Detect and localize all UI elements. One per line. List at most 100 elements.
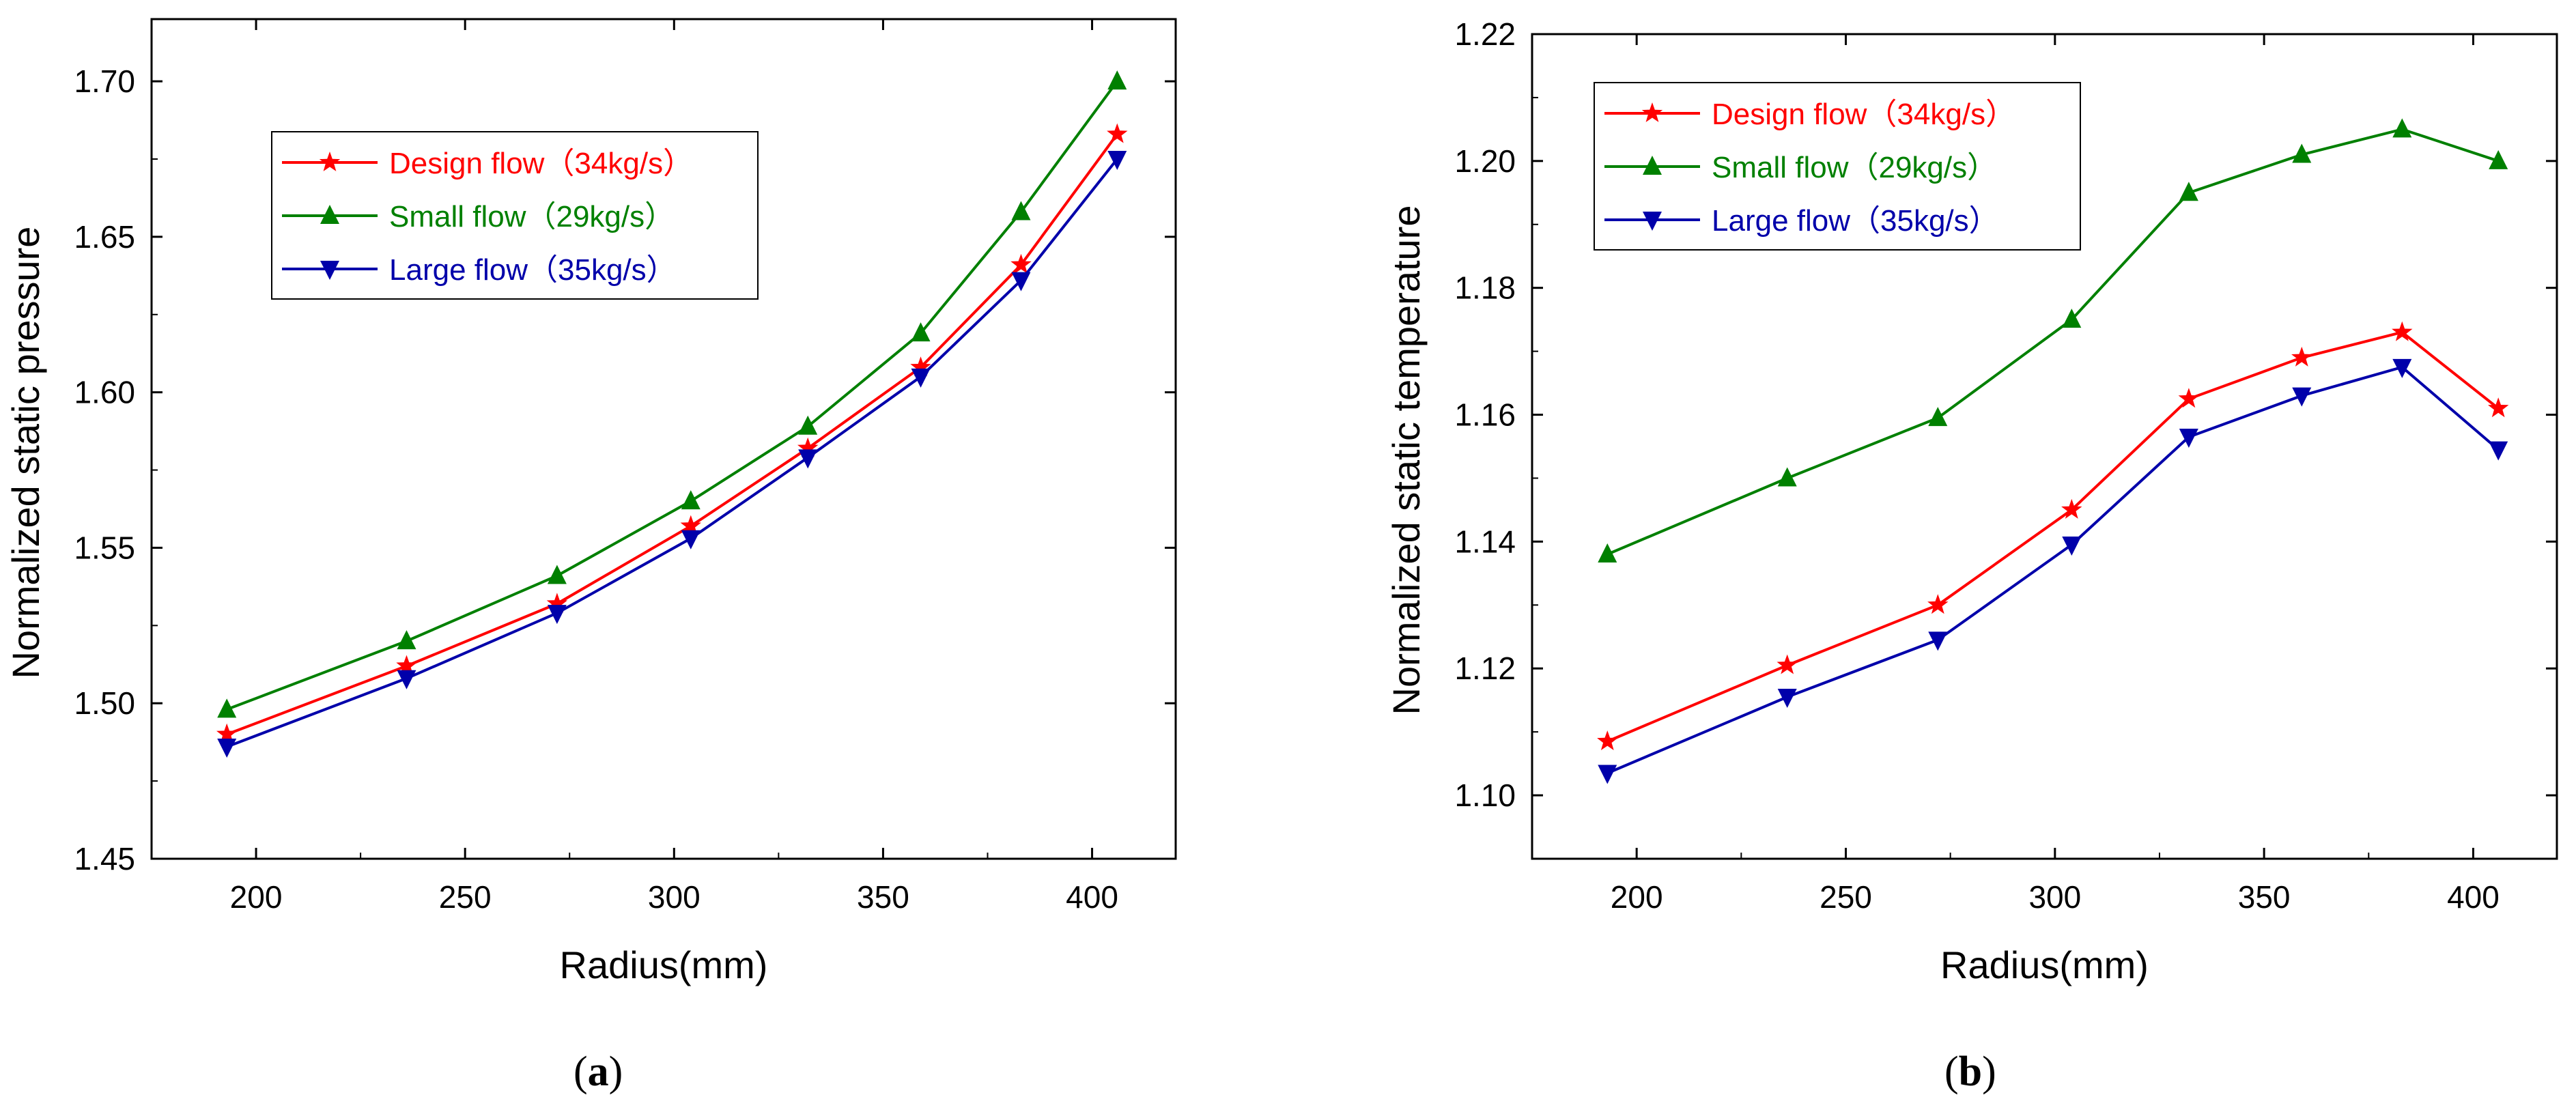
y-tick-label: 1.10: [1454, 778, 1516, 813]
legend-marker: [1643, 156, 1662, 175]
series-1: [217, 70, 1127, 718]
data-point: [2392, 321, 2413, 341]
legend-entry: Design flow（34kg/s）: [389, 147, 693, 180]
x-tick-label: 200: [230, 879, 283, 915]
series-2: [1598, 358, 2508, 784]
legend-marker: [1641, 102, 1663, 122]
legend-entry: Small flow（29kg/s）: [1712, 151, 1997, 184]
data-point: [1777, 467, 1797, 487]
data-point: [1011, 201, 1031, 220]
y-tick-label: 1.22: [1454, 16, 1516, 52]
data-point: [1107, 70, 1127, 90]
data-point: [2062, 309, 2082, 328]
data-point: [1928, 407, 1948, 427]
legend-entry: Design flow（34kg/s）: [1712, 98, 2015, 131]
series-0: [1597, 321, 2509, 750]
x-tick-label: 200: [1611, 879, 1663, 915]
x-tick-label: 400: [2447, 879, 2500, 915]
data-point: [2392, 358, 2412, 378]
y-tick-label: 1.55: [74, 530, 135, 565]
data-point: [2179, 182, 2198, 201]
x-axis-label: Radius(mm): [1940, 943, 2149, 986]
series-line: [1607, 365, 2500, 775]
legend-entry: Large flow（35kg/s）: [389, 253, 677, 287]
legend-box: [1594, 82, 2081, 251]
data-point: [396, 655, 417, 675]
legend-entry: Small flow（29kg/s）: [389, 200, 675, 233]
data-point: [911, 322, 931, 342]
data-point: [1597, 730, 1618, 750]
data-point: [1011, 272, 1031, 291]
data-point: [798, 449, 818, 469]
x-tick-label: 300: [2028, 879, 2081, 915]
y-tick-label: 1.60: [74, 375, 135, 410]
data-point: [2489, 441, 2508, 461]
y-tick-label: 1.45: [74, 841, 135, 876]
data-point: [2179, 429, 2198, 448]
data-point: [217, 739, 237, 758]
y-axis-label: Normalized static temperature: [1385, 205, 1428, 715]
data-point: [1777, 654, 1798, 674]
legend: Design flow（34kg/s） Small flow（29kg/s） Lar…: [271, 131, 759, 300]
series-1: [1598, 118, 2508, 562]
y-tick-label: 1.50: [74, 685, 135, 721]
data-point: [1107, 151, 1127, 170]
data-point: [1928, 631, 1948, 651]
y-tick-label: 1.65: [74, 219, 135, 255]
legend-marker: [319, 152, 341, 171]
x-tick-label: 250: [439, 879, 492, 915]
data-point: [547, 605, 567, 625]
legend: Design flow（34kg/s） Small flow（29kg/s） Lar…: [1594, 82, 2081, 251]
x-tick-label: 350: [2238, 879, 2291, 915]
chart-panel-a: 200 250 300 350 400 1.45 1.50 1.55 1.60 1.65 1.70 R…: [4, 18, 1177, 986]
data-point: [397, 630, 416, 650]
data-point: [1107, 123, 1128, 143]
data-point: [1598, 543, 1617, 562]
x-tick-label: 300: [648, 879, 700, 915]
x-tick-label: 250: [1820, 879, 1872, 915]
y-tick-label: 1.12: [1454, 651, 1516, 686]
data-point: [547, 565, 567, 584]
data-point: [2489, 149, 2508, 169]
panel-label-b: (b): [1944, 1049, 1996, 1095]
data-point: [680, 515, 701, 535]
data-point: [911, 368, 931, 388]
data-point: [910, 356, 931, 377]
series-line: [226, 158, 1118, 748]
data-point: [2292, 143, 2312, 163]
data-point: [217, 698, 237, 718]
data-point: [2291, 346, 2312, 367]
y-tick-label: 1.14: [1454, 524, 1516, 559]
data-point: [1598, 765, 1617, 784]
y-tick-label: 1.18: [1454, 270, 1516, 306]
data-point: [1777, 689, 1797, 709]
series-2: [217, 151, 1127, 758]
data-point: [681, 530, 700, 550]
legend-entry: Large flow（35kg/s）: [1712, 204, 1999, 238]
plot-frame: [150, 18, 1177, 860]
data-point: [2062, 537, 2082, 556]
series-line: [226, 133, 1118, 736]
y-axis-label: Normalized static pressure: [4, 227, 47, 679]
data-point: [681, 490, 700, 510]
series-line: [1607, 330, 2500, 743]
data-point: [1927, 594, 1949, 614]
legend-marker: [320, 261, 339, 280]
data-point: [798, 415, 818, 435]
data-point: [2392, 118, 2412, 138]
data-point: [2061, 498, 2082, 519]
panel-label-a: (a): [574, 1049, 623, 1095]
plot-frame: [1531, 33, 2558, 860]
series-0: [216, 123, 1128, 743]
data-point: [797, 437, 819, 457]
legend-marker: [1643, 212, 1662, 231]
data-point: [1010, 253, 1032, 274]
data-point: [2488, 397, 2509, 418]
data-point: [546, 593, 568, 613]
data-point: [397, 670, 416, 689]
chart-panel-b: 200 250 300 350 400 1.10 1.12 1.14 1.16 1.18 1.20 1…: [1385, 16, 2558, 986]
y-tick-label: 1.16: [1454, 397, 1516, 433]
data-point: [2178, 388, 2200, 408]
y-tick-label: 1.20: [1454, 143, 1516, 179]
